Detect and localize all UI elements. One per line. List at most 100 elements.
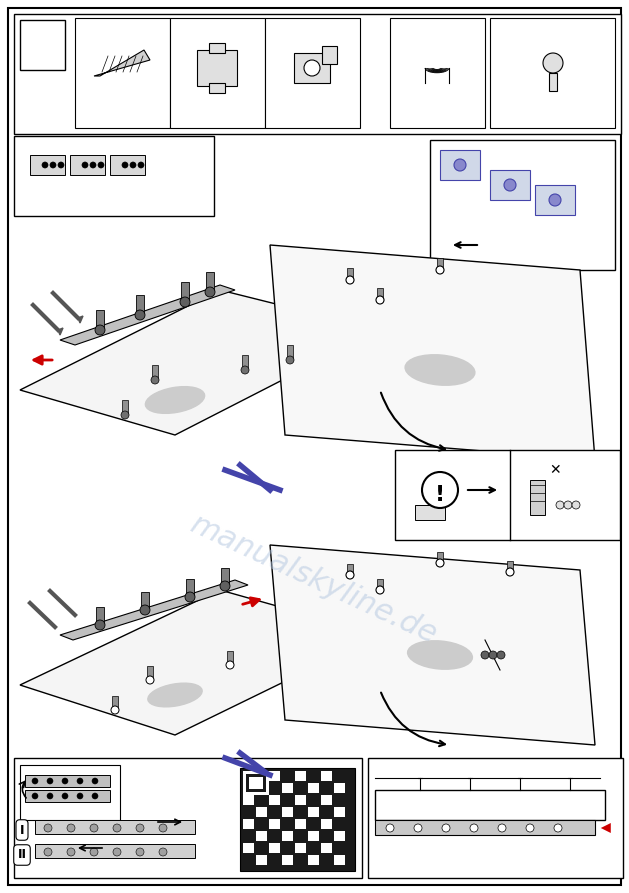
Bar [321, 795, 332, 805]
Circle shape [138, 162, 144, 168]
Circle shape [414, 824, 422, 832]
Polygon shape [20, 290, 380, 435]
Bar [322, 46, 337, 64]
Bar [368, 758, 623, 878]
Circle shape [220, 581, 230, 591]
Bar [122, 400, 128, 415]
Circle shape [130, 162, 136, 168]
Bar [395, 450, 620, 540]
Bar [334, 855, 345, 865]
Bar [282, 807, 293, 817]
Bar [14, 758, 362, 878]
Circle shape [67, 824, 75, 832]
Bar [334, 807, 345, 817]
Bar [375, 790, 605, 820]
Text: ✕: ✕ [549, 463, 561, 477]
Bar [206, 272, 214, 292]
Circle shape [386, 824, 394, 832]
Bar [243, 771, 269, 795]
Circle shape [67, 848, 75, 856]
Bar [35, 820, 195, 834]
Circle shape [504, 179, 516, 191]
Circle shape [205, 287, 215, 297]
Bar [243, 771, 254, 781]
Bar [256, 831, 267, 841]
Circle shape [95, 620, 105, 630]
Circle shape [498, 824, 506, 832]
Polygon shape [60, 580, 248, 640]
Bar [186, 579, 194, 597]
Circle shape [90, 824, 98, 832]
Circle shape [564, 501, 572, 509]
Bar [110, 155, 145, 175]
Bar [295, 795, 306, 805]
Bar [269, 771, 280, 781]
Circle shape [77, 778, 83, 784]
Bar [437, 258, 443, 270]
Text: II: II [18, 848, 26, 862]
Text: I: I [19, 823, 25, 837]
Circle shape [159, 824, 167, 832]
Bar [308, 831, 319, 841]
Bar [321, 843, 332, 853]
Bar [535, 185, 575, 215]
Circle shape [47, 778, 53, 784]
Circle shape [185, 592, 195, 602]
Circle shape [489, 651, 497, 659]
Circle shape [226, 661, 234, 669]
Circle shape [113, 824, 121, 832]
Bar [112, 696, 118, 710]
Polygon shape [58, 328, 63, 335]
FancyArrowPatch shape [243, 597, 259, 605]
Bar [265, 18, 360, 128]
Circle shape [442, 824, 450, 832]
Bar [375, 820, 595, 835]
Bar [20, 20, 65, 70]
Bar [490, 18, 615, 128]
Bar [170, 18, 265, 128]
Bar [246, 774, 266, 792]
Circle shape [121, 411, 129, 419]
Bar [20, 765, 120, 820]
Ellipse shape [145, 387, 204, 413]
Bar [227, 651, 233, 665]
Circle shape [159, 848, 167, 856]
Bar [287, 345, 293, 360]
Circle shape [140, 605, 150, 615]
Polygon shape [20, 590, 380, 735]
Circle shape [146, 676, 154, 684]
Circle shape [436, 559, 444, 567]
Circle shape [58, 162, 64, 168]
Circle shape [286, 356, 294, 364]
Circle shape [111, 706, 119, 714]
Bar [96, 607, 104, 625]
Circle shape [304, 60, 320, 76]
Circle shape [44, 848, 52, 856]
Circle shape [122, 162, 128, 168]
Bar [437, 552, 443, 563]
Bar [295, 771, 306, 781]
Bar [295, 843, 306, 853]
Bar [242, 355, 248, 370]
Circle shape [346, 276, 354, 284]
Circle shape [376, 586, 384, 594]
Ellipse shape [148, 683, 202, 707]
Bar [347, 564, 353, 575]
Circle shape [481, 651, 489, 659]
Bar [209, 83, 225, 93]
FancyArrowPatch shape [601, 823, 619, 833]
Circle shape [543, 53, 563, 73]
Circle shape [180, 297, 190, 307]
Circle shape [506, 568, 514, 576]
Bar [243, 843, 254, 853]
Circle shape [135, 310, 145, 320]
Circle shape [90, 162, 96, 168]
Circle shape [62, 778, 68, 784]
Circle shape [62, 793, 68, 799]
Bar [136, 295, 144, 315]
Bar [282, 855, 293, 865]
Bar [30, 155, 65, 175]
Bar [549, 73, 557, 91]
Ellipse shape [405, 355, 475, 385]
Bar [221, 568, 229, 586]
